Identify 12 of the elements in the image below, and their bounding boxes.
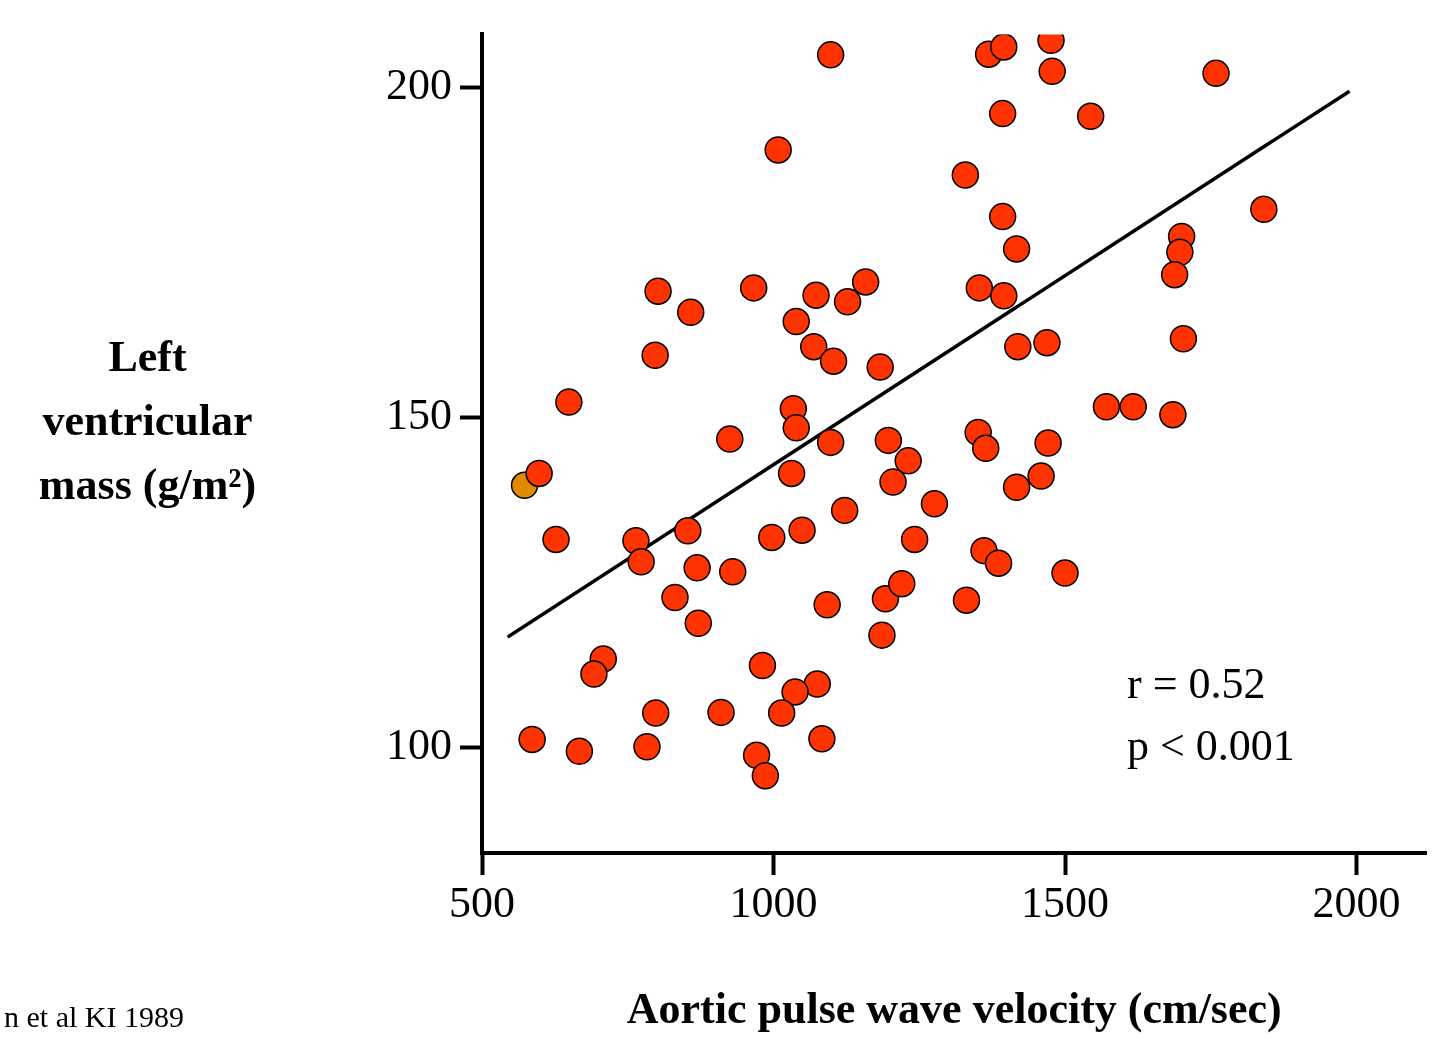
annotation: r = 0.52 bbox=[1127, 658, 1266, 708]
x-tick-label: 1000 bbox=[729, 877, 818, 927]
annotation: p < 0.001 bbox=[1127, 720, 1295, 770]
y-tick-label: 200 bbox=[386, 59, 452, 109]
x-axis-title: Aortic pulse wave velocity (cm/sec) bbox=[626, 983, 1282, 1033]
y-axis-title: Left ventricular mass (g/m²) bbox=[37, 331, 258, 511]
text: n et al KI 1989 bbox=[4, 1000, 184, 1034]
x-tick-label: 500 bbox=[449, 877, 515, 927]
y-tick-label: 150 bbox=[386, 389, 452, 439]
y-tick-label: 100 bbox=[386, 719, 452, 769]
x-tick-label: 2000 bbox=[1312, 877, 1401, 927]
x-tick-label: 1500 bbox=[1021, 877, 1110, 927]
